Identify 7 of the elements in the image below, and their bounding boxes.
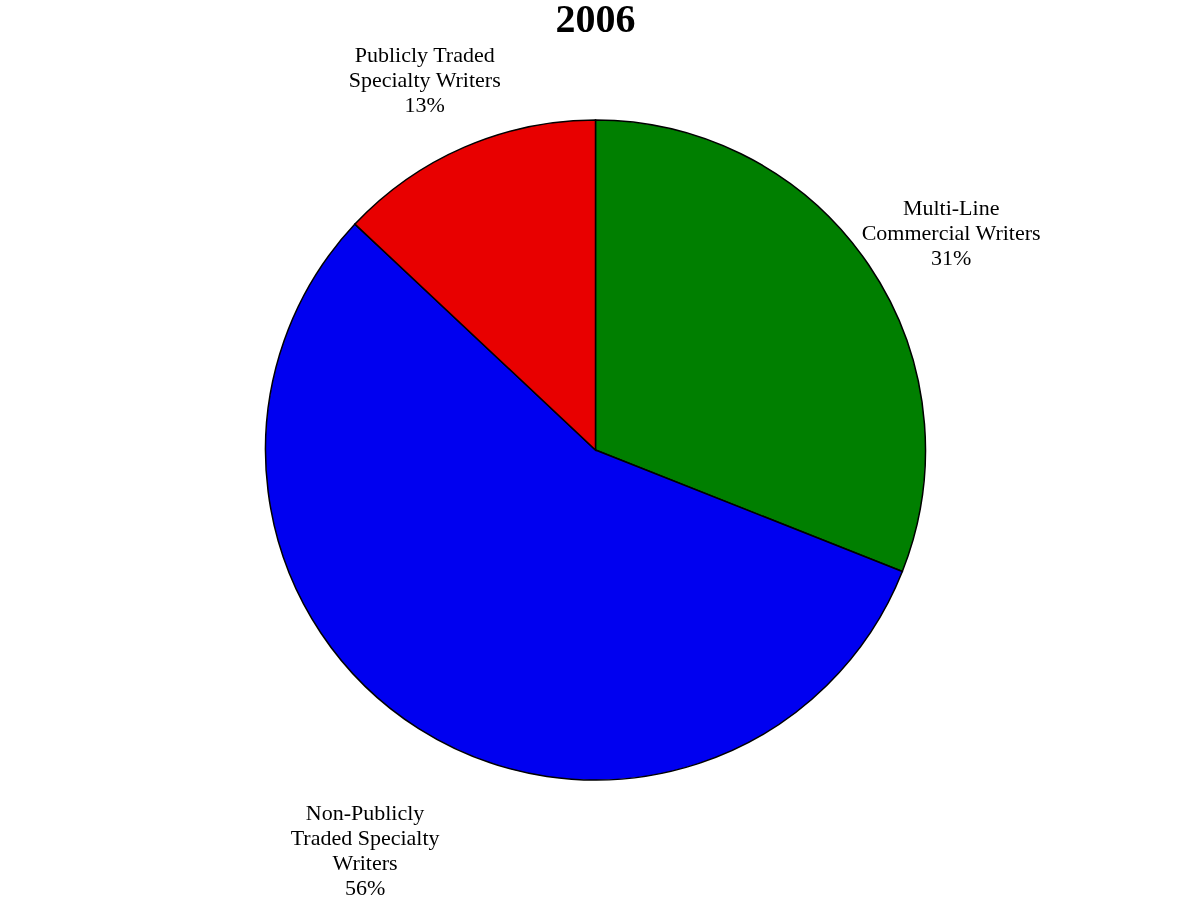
data-label: 31%: [930, 245, 972, 271]
chart-title: 2006: [555, 0, 636, 42]
data-label: 56%: [344, 875, 386, 901]
data-label: 13%: [404, 92, 445, 118]
slice-label: Multi-Line Commercial Writers: [861, 195, 1041, 246]
slice-label: Publicly Traded Specialty Writers: [348, 42, 501, 93]
slice-label: Non-Publicly Traded Specialty Writers: [290, 800, 440, 876]
